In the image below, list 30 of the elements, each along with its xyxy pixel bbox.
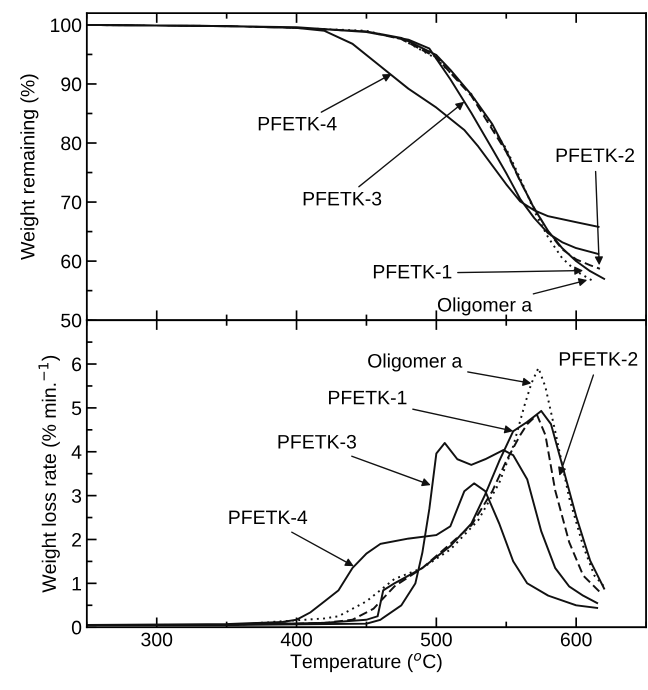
y-tick-label: 100 — [51, 18, 82, 32]
y-axis-title: Weight remaining (%) — [20, 74, 38, 260]
y-tick-label: 1 — [72, 577, 82, 590]
y-tick-label: 80 — [61, 136, 82, 150]
y-tick-label: 0 — [72, 620, 82, 634]
y-tick-label: 60 — [61, 254, 82, 268]
x-axis-title: Temperature ($^{o}$C) — [290, 652, 442, 672]
x-tick-label: 500 — [420, 632, 452, 646]
y-tick-label: 4 — [72, 445, 82, 459]
y-axis-title: Weight loss rate (% min.$^{−1}$) — [38, 356, 60, 593]
y-tick-label: 70 — [61, 196, 82, 210]
annotation: PFETK-4 — [229, 510, 308, 524]
y-tick-label: 5 — [72, 402, 82, 416]
annotation: Oligomer a — [368, 353, 462, 372]
annotation: PFETK-2 — [560, 352, 638, 366]
y-tick-label: 6 — [72, 357, 82, 372]
y-tick-label: 50 — [61, 314, 82, 328]
annotation: PFETK-4 — [258, 116, 337, 130]
annotation: PFETK-3 — [278, 434, 356, 449]
annotation: PFETK-1 — [329, 390, 406, 404]
annotation: PFETK-3 — [304, 192, 382, 206]
y-tick-label: 2 — [72, 532, 81, 547]
x-tick-label: 400 — [280, 632, 312, 646]
annotation: Oligomer a — [438, 297, 532, 316]
x-tick-label: 300 — [141, 632, 172, 646]
annotation: PFETK-1 — [374, 264, 452, 278]
y-tick-label: 90 — [61, 77, 82, 92]
annotation: PFETK-2 — [556, 148, 634, 162]
y-tick-label: 3 — [72, 489, 82, 503]
x-tick-label: 600 — [560, 632, 592, 646]
